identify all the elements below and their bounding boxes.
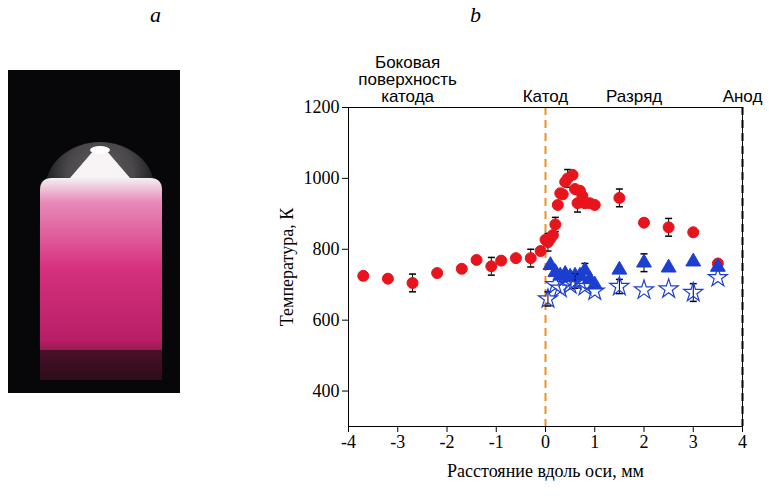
svg-text:0: 0 [541, 432, 550, 452]
svg-text:600: 600 [313, 310, 340, 330]
svg-text:Температура, К: Температура, К [277, 207, 297, 326]
svg-text:-1: -1 [489, 432, 504, 452]
svg-text:Расстояние вдоль оси, мм: Расстояние вдоль оси, мм [447, 461, 644, 481]
svg-text:Анод: Анод [723, 87, 763, 106]
svg-text:-4: -4 [341, 432, 356, 452]
svg-text:-3: -3 [390, 432, 405, 452]
svg-text:2: 2 [640, 432, 649, 452]
svg-text:3: 3 [689, 432, 698, 452]
svg-text:Катод: Катод [523, 87, 569, 106]
html-text:a: a [150, 2, 161, 27]
svg-text:800: 800 [313, 239, 340, 259]
svg-text:Боковаяповерхностькатода: Боковаяповерхностькатода [358, 53, 457, 106]
html-text:b: b [470, 2, 481, 27]
svg-text:-2: -2 [440, 432, 455, 452]
svg-text:Разряд: Разряд [606, 87, 662, 106]
svg-text:1200: 1200 [304, 97, 340, 117]
svg-text:4: 4 [738, 432, 747, 452]
svg-text:400: 400 [313, 381, 340, 401]
svg-text:1000: 1000 [304, 168, 340, 188]
svg-text:1: 1 [590, 432, 599, 452]
